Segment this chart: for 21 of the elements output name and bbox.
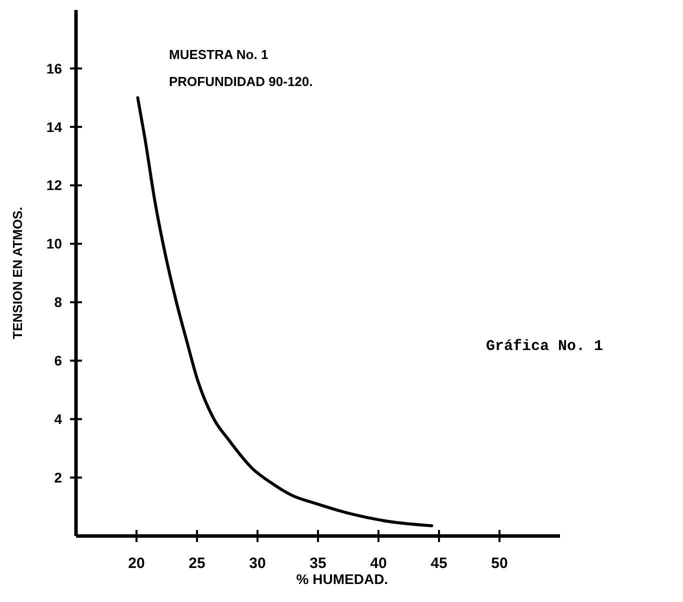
annotation: PROFUNDIDAD 90-120. bbox=[169, 74, 313, 89]
y-tick-label: 14 bbox=[46, 118, 62, 135]
x-tick-label: 20 bbox=[128, 555, 145, 572]
x-tick-label: 50 bbox=[491, 555, 508, 572]
y-tick-label: 2 bbox=[54, 469, 62, 486]
y-tick-label: 6 bbox=[54, 352, 62, 369]
y-tick-label: 16 bbox=[46, 60, 62, 76]
annotation: Gráfica No. 1 bbox=[486, 338, 604, 355]
y-tick-label: 10 bbox=[46, 236, 62, 252]
x-tick-label: 30 bbox=[249, 555, 266, 572]
x-tick-label: 25 bbox=[188, 555, 206, 572]
x-tick-label: 45 bbox=[430, 555, 448, 572]
y-tick-label: 8 bbox=[54, 294, 62, 310]
line-series bbox=[136, 96, 434, 528]
annotation: MUESTRA No. 1 bbox=[169, 47, 268, 62]
x-tick-label: 35 bbox=[310, 555, 326, 572]
y-tick-label: 4 bbox=[54, 411, 62, 428]
x-tick-label: 40 bbox=[370, 555, 387, 572]
y-axis-title: TENSION EN ATMOS. bbox=[10, 206, 25, 340]
x-axis-title: % HUMEDAD. bbox=[296, 571, 388, 587]
y-tick-label: 12 bbox=[46, 177, 62, 194]
